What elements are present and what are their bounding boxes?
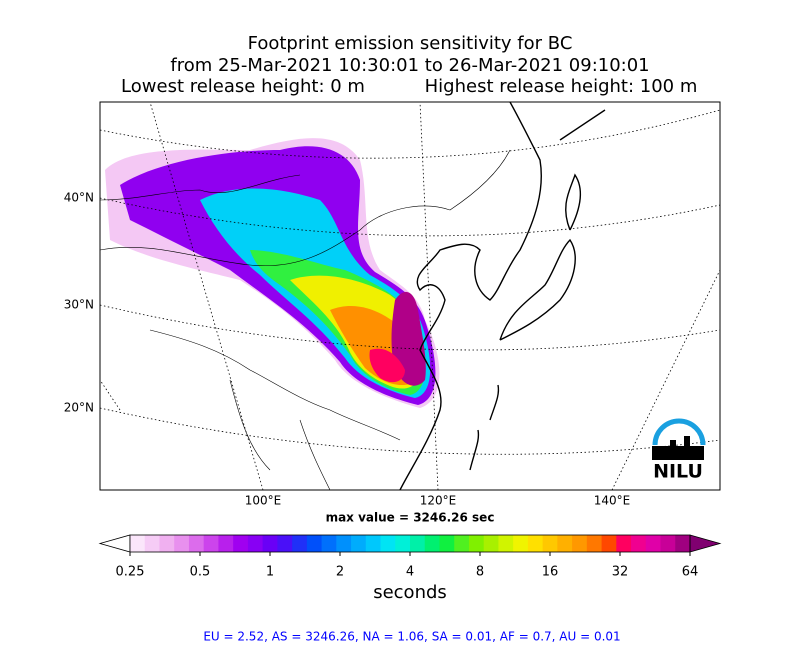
footer-stats: EU = 2.52, AS = 3246.26, NA = 1.06, SA =… (203, 630, 620, 644)
colorbar-extension (98, 534, 131, 553)
graticule (100, 102, 720, 490)
colorbar: 0.25 0.5 1 2 4 8 16 32 64 (98, 534, 722, 580)
lon-label: 120°E (420, 494, 457, 508)
colorbar-label: seconds (373, 582, 447, 603)
colorbar-cell (675, 535, 691, 552)
colorbar-cell (631, 535, 647, 552)
colorbar-cell (454, 535, 470, 552)
colorbar-cell (586, 535, 603, 552)
colorbar-cell (439, 535, 455, 552)
plume (105, 138, 440, 408)
colorbar-cell (247, 535, 264, 552)
colorbar-cell (218, 535, 234, 552)
map-frame (99, 101, 721, 491)
colorbar-cell (601, 535, 617, 552)
colorbar-cell (513, 535, 529, 552)
borders (100, 149, 511, 490)
colorbar-tick-label: 2 (336, 565, 344, 580)
colorbar-cell (365, 535, 382, 552)
colorbar-tick-label: 32 (612, 565, 629, 580)
colorbar-tick-label: 0.25 (116, 565, 145, 580)
colorbar-cell (557, 535, 573, 552)
colorbar-cell (277, 535, 293, 552)
colorbar-cell (424, 535, 440, 552)
title-line: Highest release height: 100 m (425, 76, 698, 97)
colorbar-tick-label: 64 (682, 565, 699, 580)
colorbar-tick-label: 0.5 (190, 565, 211, 580)
map-area: NILU (100, 102, 720, 490)
colorbar-cell (233, 535, 249, 552)
colorbar-cell (527, 535, 544, 552)
colorbar-extension (689, 534, 722, 553)
colorbar-cell (203, 535, 219, 552)
colorbar-cell (498, 535, 514, 552)
lat-label: 30°N (64, 298, 94, 312)
colorbar-cell (292, 535, 308, 552)
colorbar-cell (572, 535, 588, 552)
colorbar-cell (380, 535, 396, 552)
colorbar-cell (645, 535, 662, 552)
colorbar-tick-label: 4 (406, 565, 414, 580)
colorbar-cell (144, 535, 160, 552)
colorbar-cell (410, 535, 426, 552)
coastlines (399, 102, 606, 490)
logo-text: NILU (653, 461, 703, 483)
nilu-logo: NILU (652, 418, 706, 483)
colorbar-cell (188, 535, 205, 552)
colorbar-cell (468, 535, 485, 552)
lon-label: 100°E (245, 494, 282, 508)
colorbar-cell (174, 535, 190, 552)
colorbar-cell (306, 535, 323, 552)
lat-label: 20°N (64, 401, 94, 415)
lon-label: 140°E (594, 494, 631, 508)
colorbar-cell (321, 535, 337, 552)
title-line: from 25-Mar-2021 10:30:01 to 26-Mar-2021… (170, 55, 649, 76)
colorbar-cell (159, 535, 175, 552)
colorbar-cell (262, 535, 278, 552)
colorbar-tick-label: 1 (266, 565, 274, 580)
colorbar-cell (130, 535, 146, 552)
title-line: Footprint emission sensitivity for BC (248, 33, 573, 54)
colorbar-cell (616, 535, 632, 552)
title-line: Lowest release height: 0 m (121, 76, 365, 97)
colorbar-cell (395, 535, 411, 552)
colorbar-cell (660, 535, 676, 552)
colorbar-cell (336, 535, 352, 552)
colorbar-tick-label: 16 (542, 565, 559, 580)
colorbar-tick-label: 8 (476, 565, 484, 580)
colorbar-cell (483, 535, 499, 552)
lat-label: 40°N (64, 191, 94, 205)
colorbar-cell (542, 535, 558, 552)
colorbar-cell (351, 535, 367, 552)
max-value-label: max value = 3246.26 sec (326, 511, 495, 525)
